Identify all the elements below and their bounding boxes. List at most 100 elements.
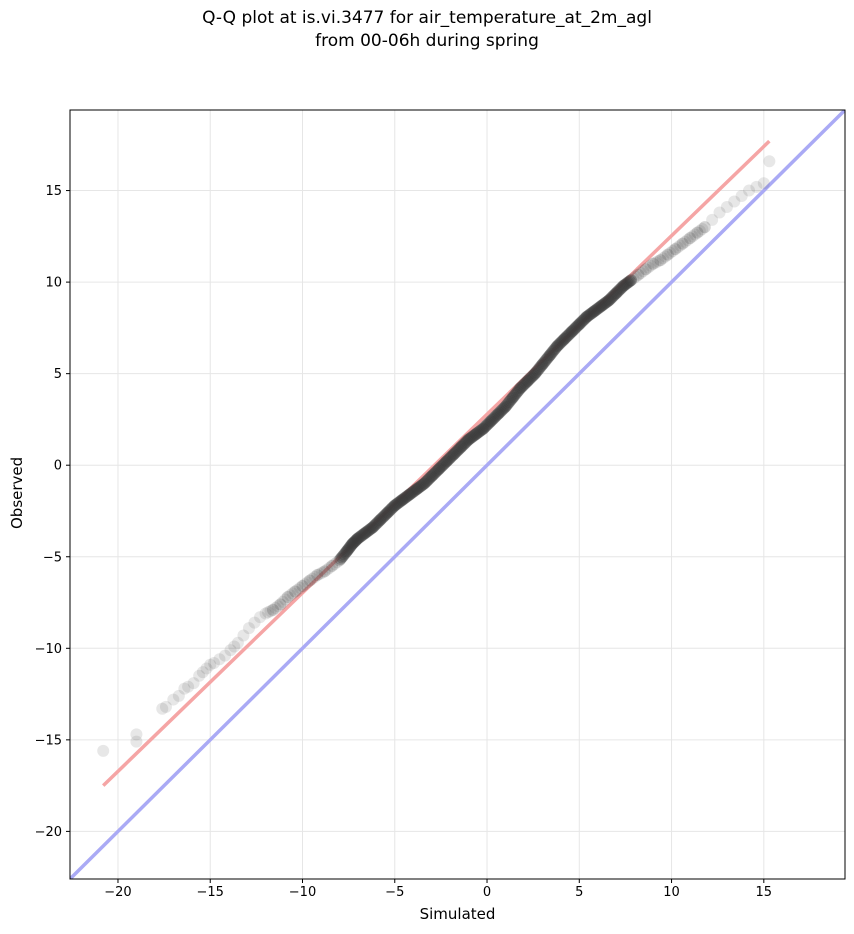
qq-point-fill bbox=[342, 542, 355, 555]
x-axis-label: Simulated bbox=[419, 905, 496, 923]
qq-point bbox=[763, 155, 776, 168]
qq-point bbox=[558, 332, 571, 345]
qq-point-fill bbox=[613, 283, 626, 296]
qq-point bbox=[624, 274, 637, 287]
qq-point bbox=[366, 521, 379, 534]
qq-point-fill bbox=[344, 540, 357, 553]
qq-point-fill bbox=[358, 527, 371, 540]
qq-point-fill bbox=[468, 428, 481, 441]
qq-point bbox=[242, 622, 255, 635]
qq-point-fill bbox=[343, 541, 356, 554]
qq-point bbox=[311, 569, 324, 582]
qq-point-fill bbox=[301, 576, 314, 589]
qq-point-fill bbox=[476, 423, 489, 436]
qq-point-fill bbox=[622, 276, 635, 289]
qq-point bbox=[159, 700, 172, 713]
qq-point-fill bbox=[279, 593, 292, 606]
qq-point-fill bbox=[471, 427, 484, 440]
qq-point-fill bbox=[412, 482, 425, 495]
qq-point bbox=[410, 483, 423, 496]
qq-point bbox=[182, 680, 195, 693]
qq-point bbox=[728, 195, 741, 208]
y-tick-label: −10 bbox=[35, 642, 62, 657]
qq-point-fill bbox=[481, 418, 494, 431]
qq-point-fill bbox=[608, 288, 621, 301]
qq-point-fill bbox=[483, 416, 496, 429]
qq-point bbox=[351, 532, 364, 545]
qq-point bbox=[573, 318, 586, 331]
qq-point-fill bbox=[549, 341, 562, 354]
qq-point-fill bbox=[276, 595, 289, 608]
qq-point-fill bbox=[339, 546, 352, 559]
qq-point-fill bbox=[542, 350, 555, 363]
qq-point-fill bbox=[397, 493, 410, 506]
qq-point bbox=[359, 526, 372, 539]
qq-point-fill bbox=[495, 404, 508, 417]
qq-point-fill bbox=[355, 529, 368, 542]
qq-point-fill bbox=[562, 329, 575, 342]
qq-point bbox=[580, 310, 593, 323]
qq-point-fill bbox=[335, 551, 348, 564]
qq-point-fill bbox=[634, 266, 647, 279]
qq-point-fill bbox=[601, 295, 614, 308]
qq-point-fill bbox=[498, 401, 511, 414]
qq-point bbox=[274, 598, 287, 611]
qq-point-fill bbox=[380, 508, 393, 521]
qq-point-fill bbox=[429, 466, 442, 479]
qq-point-fill bbox=[306, 572, 319, 585]
qq-point bbox=[228, 640, 241, 653]
qq-point-fill bbox=[497, 403, 510, 416]
qq-point-fill bbox=[564, 326, 577, 339]
qq-point bbox=[514, 382, 527, 395]
qq-point-fill bbox=[611, 285, 624, 298]
qq-point-fill bbox=[417, 478, 430, 491]
x-tick-label: 15 bbox=[756, 885, 773, 900]
x-tick-label: −15 bbox=[197, 885, 224, 900]
qq-point-fill bbox=[644, 259, 657, 272]
qq-point-fill bbox=[367, 520, 380, 533]
qq-point bbox=[551, 340, 564, 353]
qq-point bbox=[388, 499, 401, 512]
qq-point-fill bbox=[487, 412, 500, 425]
y-axis-label: Observed bbox=[8, 456, 26, 529]
y-axis-ticks: −20 −15 −10 −5 0 5 10 15 bbox=[35, 184, 70, 840]
qq-point-fill bbox=[592, 301, 605, 314]
qq-point bbox=[418, 477, 431, 490]
x-tick-label: 0 bbox=[483, 885, 491, 900]
qq-point bbox=[156, 702, 169, 715]
qq-point-fill bbox=[629, 270, 642, 283]
qq-point-fill bbox=[399, 491, 412, 504]
qq-point-fill bbox=[382, 505, 395, 518]
qq-point bbox=[529, 367, 541, 380]
qq-point-fill bbox=[420, 475, 433, 488]
qq-point-fill bbox=[435, 460, 448, 473]
qq-point-fill bbox=[538, 355, 551, 368]
qq-point-fill bbox=[585, 307, 598, 320]
qq-point-fill bbox=[505, 392, 518, 405]
qq-point bbox=[281, 591, 294, 604]
y-tick-label: −15 bbox=[35, 733, 62, 748]
qq-point-fill bbox=[414, 480, 427, 493]
qq-point-fill bbox=[569, 321, 582, 334]
qq-point-fill bbox=[596, 298, 609, 311]
qq-point-fill bbox=[350, 533, 363, 546]
qq-point-fill bbox=[522, 373, 535, 386]
qq-point-fill bbox=[696, 223, 709, 236]
qq-point-fill bbox=[456, 439, 469, 452]
qq-point-fill bbox=[419, 476, 432, 489]
qq-point bbox=[543, 349, 556, 362]
qq-point bbox=[669, 243, 682, 256]
qq-point-fill bbox=[579, 312, 592, 325]
qq-point-fill bbox=[511, 385, 524, 398]
qq-point bbox=[200, 662, 213, 675]
y-tick-label: 10 bbox=[45, 276, 62, 291]
qq-point-fill bbox=[520, 376, 533, 389]
qq-point-fill bbox=[330, 556, 343, 569]
qq-point-fill bbox=[591, 302, 604, 315]
qq-point-fill bbox=[557, 334, 570, 347]
qq-point-fill bbox=[526, 370, 539, 383]
qq-point bbox=[691, 226, 704, 239]
qq-point-fill bbox=[594, 300, 607, 313]
qq-point bbox=[425, 470, 438, 483]
qq-point-fill bbox=[554, 336, 567, 349]
